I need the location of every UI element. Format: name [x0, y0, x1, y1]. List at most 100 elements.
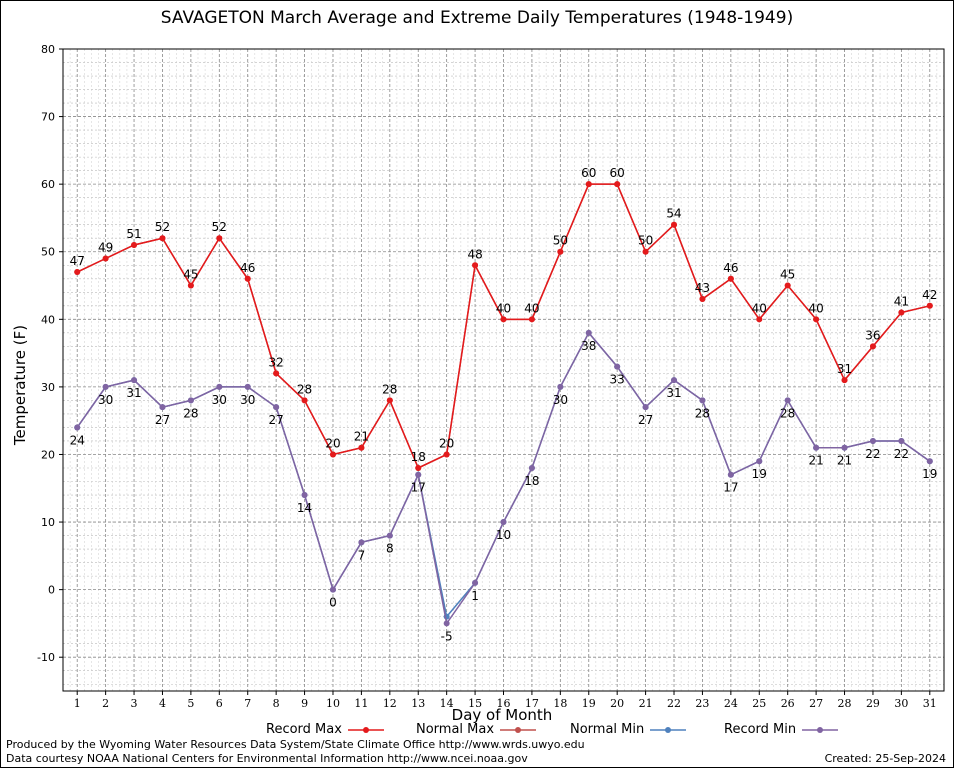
data-label-min: 0 — [329, 596, 337, 610]
x-tick-label: 19 — [582, 697, 596, 710]
x-tick-label: 27 — [809, 697, 823, 710]
credit-line-1: Produced by the Wyoming Water Resources … — [6, 738, 585, 751]
chart-title: SAVAGETON March Average and Extreme Dail… — [160, 8, 794, 28]
data-label-min: 10 — [496, 528, 511, 542]
data-label-max: 48 — [467, 247, 482, 261]
data-point-record-max — [472, 262, 479, 269]
data-point-record-min — [244, 383, 251, 390]
data-label-max: 36 — [865, 328, 880, 342]
data-label-min: 19 — [922, 467, 937, 481]
data-point-record-max — [216, 235, 223, 242]
data-point-record-max — [898, 309, 905, 316]
data-label-min: 30 — [98, 393, 113, 407]
x-tick-label: 6 — [216, 697, 223, 710]
data-point-record-max — [756, 316, 763, 323]
data-label-max: 42 — [922, 288, 937, 302]
data-point-record-min — [159, 404, 166, 411]
data-label-max: 46 — [240, 261, 255, 275]
legend-label-record-min: Record Min — [724, 722, 797, 737]
data-label-min: 27 — [269, 413, 284, 427]
data-label-min: 24 — [70, 433, 85, 447]
data-point-record-min — [642, 404, 649, 411]
data-label-min: 31 — [126, 386, 141, 400]
data-point-record-min — [869, 437, 876, 444]
data-label-max: 60 — [581, 166, 596, 180]
legend-swatch-record-max — [347, 726, 384, 733]
y-axis-label: Temperature (F) — [11, 324, 29, 446]
y-tick-label: 70 — [41, 111, 55, 124]
x-tick-label: 26 — [781, 697, 795, 710]
x-tick-label: 28 — [838, 697, 852, 710]
data-label-min: 27 — [155, 413, 170, 427]
y-tick-label: 50 — [41, 246, 55, 259]
data-label-max: 52 — [212, 220, 227, 234]
data-label-max: 40 — [808, 301, 823, 315]
data-point-record-max — [386, 397, 393, 404]
x-tick-label: 14 — [440, 697, 454, 710]
y-tick-label: 10 — [41, 516, 55, 529]
data-point-record-max — [528, 316, 535, 323]
data-point-record-min — [727, 471, 734, 478]
data-point-record-max — [671, 221, 678, 228]
x-tick-label: 17 — [525, 697, 539, 710]
data-point-record-max — [557, 248, 564, 255]
data-label-min: 27 — [638, 413, 653, 427]
data-point-record-min — [699, 397, 706, 404]
x-tick-label: 23 — [695, 697, 709, 710]
data-point-record-min — [301, 492, 308, 499]
data-label-min: 38 — [581, 339, 596, 353]
x-tick-label: 22 — [667, 697, 681, 710]
data-label-min: 21 — [837, 454, 852, 468]
data-label-min: -5 — [441, 629, 453, 643]
credit-line-2: Data courtesy NOAA National Centers for … — [6, 752, 528, 765]
legend-label-record-max: Record Max — [266, 722, 342, 737]
plot-area — [62, 48, 945, 692]
data-label-max: 45 — [780, 268, 795, 282]
data-point-record-max — [926, 302, 933, 309]
x-tick-label: 7 — [244, 697, 251, 710]
data-label-max: 47 — [70, 254, 85, 268]
data-label-max: 31 — [837, 362, 852, 376]
data-point-record-max — [500, 316, 507, 323]
data-label-min: 30 — [240, 393, 255, 407]
x-tick-label: 9 — [301, 697, 308, 710]
data-point-record-min — [443, 620, 450, 627]
x-tick-label: 21 — [639, 697, 653, 710]
data-point-record-min — [273, 404, 280, 411]
legend-item-record-max: Record Max — [266, 722, 384, 737]
data-point-record-min — [528, 464, 535, 471]
data-label-max: 20 — [439, 436, 454, 450]
data-label-min: 31 — [666, 386, 681, 400]
data-point-record-max — [273, 370, 280, 377]
data-point-record-max — [784, 282, 791, 289]
data-point-record-max — [102, 255, 109, 262]
x-tick-label: 8 — [273, 697, 280, 710]
data-label-min: 22 — [865, 447, 880, 461]
data-point-record-max — [358, 444, 365, 451]
legend-swatch-normal-max — [500, 726, 537, 733]
data-label-min: 30 — [212, 393, 227, 407]
data-label-max: 50 — [553, 234, 568, 248]
data-label-min: 7 — [358, 548, 366, 562]
data-label-max: 20 — [325, 436, 340, 450]
x-axis-label: Day of Month — [451, 706, 553, 724]
data-label-max: 49 — [98, 240, 113, 254]
data-point-record-min — [131, 377, 138, 384]
created-date: Created: 25-Sep-2024 — [824, 752, 946, 765]
legend-swatch-normal-min — [650, 726, 687, 733]
data-point-record-max — [329, 451, 336, 458]
data-label-min: 19 — [752, 467, 767, 481]
data-point-record-max — [642, 248, 649, 255]
data-point-record-min — [898, 437, 905, 444]
data-label-max: 28 — [297, 382, 312, 396]
legend-label-normal-max: Normal Max — [416, 722, 495, 737]
data-label-min: 28 — [183, 406, 198, 420]
x-tick-label: 10 — [326, 697, 340, 710]
legend-label-normal-min: Normal Min — [570, 722, 645, 737]
x-tick-label: 3 — [131, 697, 138, 710]
data-point-record-max — [614, 181, 621, 188]
data-point-record-max — [301, 397, 308, 404]
data-label-max: 32 — [269, 355, 284, 369]
data-label-max: 45 — [183, 268, 198, 282]
data-label-min: 17 — [411, 481, 426, 495]
